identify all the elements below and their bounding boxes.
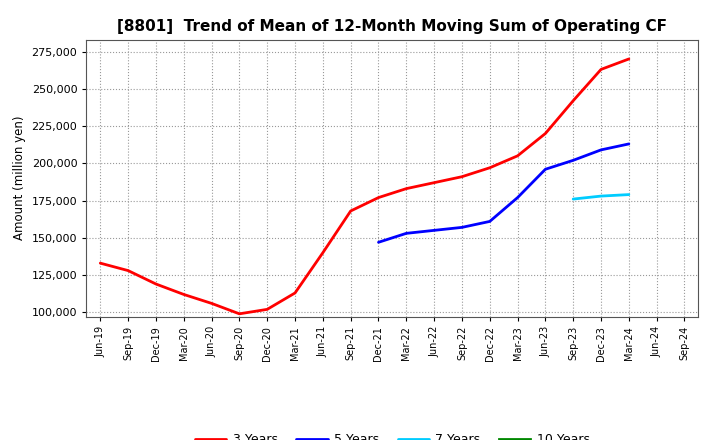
3 Years [152, 281, 161, 286]
Title: [8801]  Trend of Mean of 12-Month Moving Sum of Operating CF: [8801] Trend of Mean of 12-Month Moving … [117, 19, 667, 34]
5 Years [485, 219, 494, 224]
3 Years [179, 292, 188, 297]
5 Years [541, 167, 550, 172]
3 Years [374, 195, 383, 200]
3 Years [235, 311, 243, 316]
3 Years [124, 268, 132, 273]
5 Years [597, 147, 606, 153]
3 Years [430, 180, 438, 185]
3 Years [207, 301, 216, 306]
7 Years [597, 194, 606, 199]
3 Years [318, 250, 327, 255]
3 Years [402, 186, 410, 191]
5 Years [430, 228, 438, 233]
3 Years [569, 98, 577, 103]
3 Years [291, 290, 300, 296]
Line: 5 Years: 5 Years [379, 144, 629, 242]
3 Years [597, 67, 606, 72]
5 Years [569, 158, 577, 163]
5 Years [513, 195, 522, 200]
3 Years [485, 165, 494, 170]
3 Years [541, 131, 550, 136]
5 Years [624, 141, 633, 147]
Legend: 3 Years, 5 Years, 7 Years, 10 Years: 3 Years, 5 Years, 7 Years, 10 Years [190, 429, 595, 440]
5 Years [458, 225, 467, 230]
3 Years [263, 307, 271, 312]
7 Years [569, 196, 577, 202]
3 Years [624, 56, 633, 62]
3 Years [96, 260, 104, 266]
Y-axis label: Amount (million yen): Amount (million yen) [13, 116, 26, 240]
3 Years [346, 209, 355, 214]
5 Years [402, 231, 410, 236]
Line: 3 Years: 3 Years [100, 59, 629, 314]
3 Years [458, 174, 467, 180]
3 Years [513, 153, 522, 158]
7 Years [624, 192, 633, 197]
5 Years [374, 240, 383, 245]
Line: 7 Years: 7 Years [573, 194, 629, 199]
